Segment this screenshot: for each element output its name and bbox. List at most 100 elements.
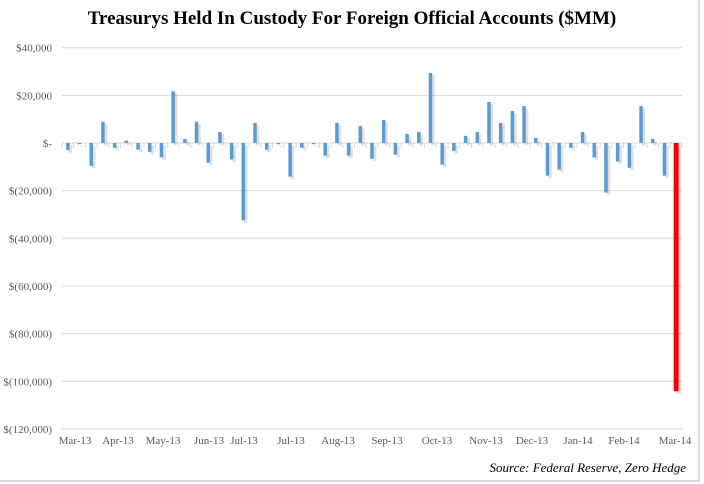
bar-shadow xyxy=(524,108,529,146)
y-tick-label: $(120,000) xyxy=(3,424,52,436)
bar xyxy=(136,143,140,150)
bar xyxy=(358,126,363,143)
bar-shadow xyxy=(138,145,143,153)
y-tick-label: $(100,000) xyxy=(3,376,52,388)
bar xyxy=(370,143,374,159)
bar-shadow xyxy=(80,145,84,147)
bar-shadow xyxy=(442,145,447,168)
bar xyxy=(264,143,269,150)
bar-shadow xyxy=(478,134,482,146)
bar-shadow xyxy=(384,122,388,146)
bar-shadow xyxy=(103,124,108,146)
bar xyxy=(534,137,538,143)
bar xyxy=(615,143,620,162)
bar-shadow xyxy=(173,93,178,146)
y-tick-label: $20,000 xyxy=(16,90,52,102)
bar xyxy=(522,106,526,143)
bar xyxy=(335,122,339,143)
x-tick-label: Dec-13 xyxy=(516,435,549,447)
bar xyxy=(218,132,222,143)
bar-shadow xyxy=(454,145,459,154)
bar xyxy=(440,143,444,165)
bar xyxy=(229,143,234,160)
bar xyxy=(475,132,480,143)
bar xyxy=(428,72,433,143)
x-tick-label: May-13 xyxy=(146,435,181,447)
x-tick-label: Mar-13 xyxy=(59,435,92,447)
bar xyxy=(311,143,316,145)
x-tick-label: Nov-13 xyxy=(469,435,503,447)
bar-shadow xyxy=(665,145,669,179)
bar xyxy=(124,140,129,143)
bar xyxy=(89,143,93,166)
bar xyxy=(452,143,456,151)
x-tick-label: Oct-13 xyxy=(422,435,453,447)
bar-shadow xyxy=(314,145,318,147)
bar xyxy=(77,143,82,145)
bar xyxy=(662,143,667,176)
bar xyxy=(323,143,327,156)
bar-shadow xyxy=(244,145,248,223)
y-tick-label: $(60,000) xyxy=(9,281,52,293)
bar xyxy=(381,119,386,143)
bar-shadow xyxy=(197,124,201,146)
y-tick-label: $(20,000) xyxy=(9,186,52,198)
bar xyxy=(580,132,585,143)
bar xyxy=(463,135,468,143)
chart-title: Treasurys Held In Custody For Foreign Of… xyxy=(87,8,617,29)
bar-shadow xyxy=(618,145,622,165)
bar xyxy=(206,143,210,163)
bar-shadow xyxy=(220,134,225,146)
bar xyxy=(101,121,105,143)
bar-shadow xyxy=(419,134,424,146)
bar xyxy=(276,143,281,145)
bar-shadow xyxy=(513,113,517,146)
bar-shadow xyxy=(372,145,377,162)
bar-shadow xyxy=(68,145,73,153)
x-tick-label: Jun-13 xyxy=(194,435,224,447)
x-tick-label: Mar-14 xyxy=(659,435,692,447)
bar-shadow xyxy=(548,145,552,179)
x-tick-label: Jan-14 xyxy=(563,435,593,447)
bar-shadow xyxy=(127,143,131,146)
bar-shadow xyxy=(91,145,96,169)
bar-shadow xyxy=(162,145,166,160)
x-tick-label: Feb-14 xyxy=(608,435,640,447)
bar xyxy=(112,143,117,148)
bar-shadow xyxy=(150,145,154,155)
bar-shadow xyxy=(431,75,435,146)
bar-shadow xyxy=(361,128,365,146)
bar xyxy=(545,143,550,176)
source-note: Source: Federal Reserve, Zero Hedge xyxy=(489,460,687,475)
bar xyxy=(604,143,608,193)
bar-shadow xyxy=(232,145,236,162)
bar-shadow xyxy=(536,140,541,146)
bar xyxy=(393,143,398,155)
bar xyxy=(183,138,187,143)
bar-shadow xyxy=(115,145,119,151)
bar-shadow xyxy=(208,145,213,166)
bar-shadow xyxy=(302,145,307,151)
bar xyxy=(592,143,597,158)
bar xyxy=(417,132,421,143)
bar xyxy=(557,143,561,170)
highlight-bar xyxy=(673,143,679,392)
bar-shadow xyxy=(653,141,658,146)
bar-shadow xyxy=(267,145,271,153)
bar-shadow xyxy=(630,145,634,171)
y-tick-label: $- xyxy=(43,138,53,150)
y-tick-label: $(80,000) xyxy=(9,329,52,341)
bar-shadow xyxy=(407,136,412,146)
bar-shadow xyxy=(583,134,587,146)
bar xyxy=(639,106,643,143)
x-tick-label: Aug-13 xyxy=(321,435,355,447)
bar xyxy=(194,121,199,143)
bar xyxy=(569,143,573,148)
x-tick-label: Jul-13 xyxy=(277,435,305,447)
bar-shadow xyxy=(279,145,283,147)
bar xyxy=(288,143,292,177)
bar-shadow xyxy=(466,138,470,146)
x-tick-label: Jul-13 xyxy=(230,435,258,447)
